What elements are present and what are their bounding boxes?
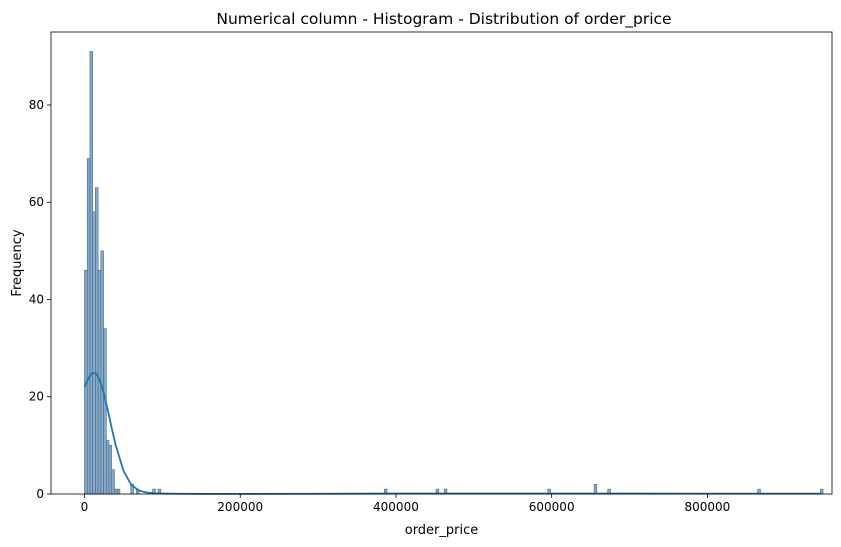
histogram-bar xyxy=(820,488,824,495)
histogram-bar xyxy=(114,488,118,495)
y-axis-label: Frequency xyxy=(10,229,25,296)
histogram-bars xyxy=(84,51,824,495)
histogram-bar xyxy=(92,211,96,495)
histogram-bar xyxy=(116,488,121,495)
kde-curve-layer xyxy=(83,372,821,495)
x-tick-label: 400000 xyxy=(373,500,419,514)
histogram-bar xyxy=(108,445,113,495)
y-tick-label: 0 xyxy=(36,487,44,501)
histogram-bar xyxy=(103,328,107,495)
y-tick-label: 80 xyxy=(29,98,44,112)
x-axis-label: order_price xyxy=(405,523,479,538)
kde-curve xyxy=(83,372,821,495)
y-tick-label: 20 xyxy=(29,390,44,404)
x-tick-label: 800000 xyxy=(685,500,731,514)
histogram-bar xyxy=(86,158,91,495)
plot-frame xyxy=(50,31,833,495)
histogram-bar xyxy=(593,483,598,495)
histogram-bar xyxy=(100,250,104,495)
axis-ticks: 0 200000 400000 600000 800000 0 20 40 60 80 xyxy=(29,98,731,514)
histogram-bar xyxy=(111,469,115,495)
x-tick-label: 0 xyxy=(81,500,89,514)
histogram-bar xyxy=(105,440,110,495)
y-tick-label: 60 xyxy=(29,195,44,209)
y-tick-label: 40 xyxy=(29,292,44,306)
chart-title: Numerical column - Histogram - Distribut… xyxy=(216,10,671,29)
x-tick-label: 600000 xyxy=(529,500,575,514)
histogram-bar xyxy=(89,51,93,495)
histogram-bar xyxy=(95,187,99,495)
x-tick-label: 200000 xyxy=(217,500,263,514)
